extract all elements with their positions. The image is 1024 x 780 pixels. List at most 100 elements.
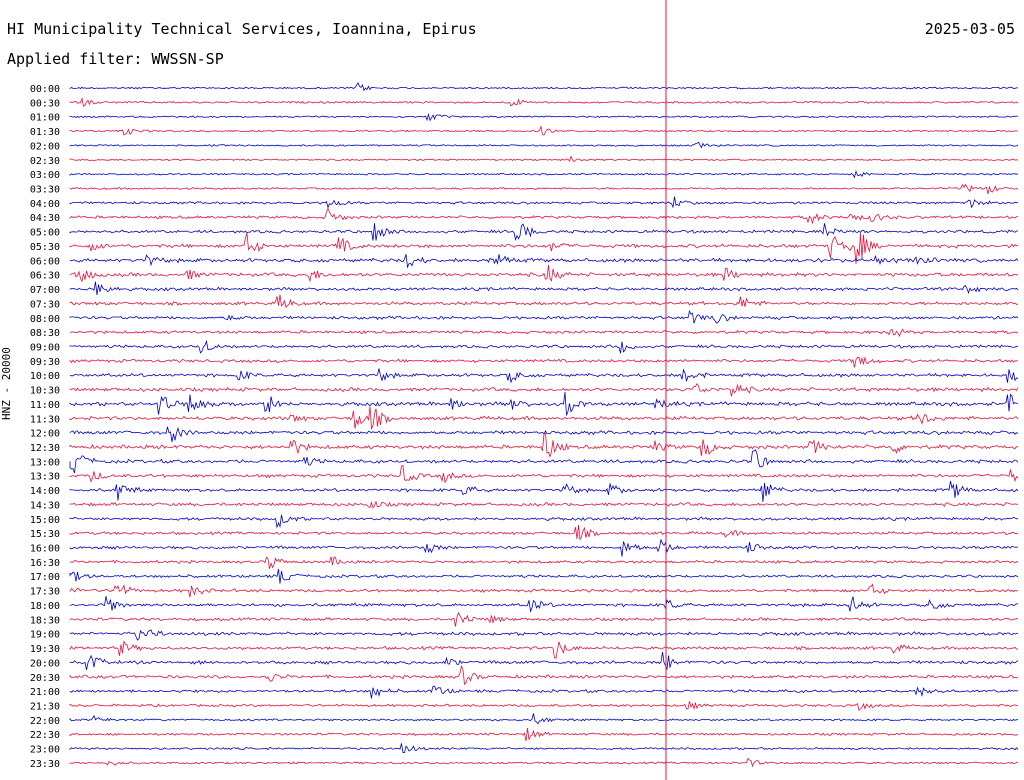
time-label: 15:30: [30, 529, 60, 540]
seismic-trace: [69, 514, 1019, 529]
seismic-trace: [69, 685, 1019, 699]
seismic-trace: [69, 713, 1019, 725]
time-label: 01:00: [30, 113, 60, 124]
seismic-trace: [69, 356, 1019, 368]
seismic-trace: [69, 449, 1019, 474]
time-label: 00:00: [30, 84, 60, 95]
seismic-trace: [69, 392, 1019, 416]
time-label: 12:00: [30, 429, 60, 440]
time-label: 03:00: [30, 170, 60, 181]
seismic-trace: [69, 569, 1019, 584]
seismic-trace: [69, 223, 1019, 242]
seismic-trace: [69, 124, 1019, 136]
seismic-trace: [69, 339, 1018, 354]
time-label: 04:30: [30, 213, 60, 224]
time-label: 18:00: [30, 601, 60, 612]
seismic-trace: [69, 426, 1019, 443]
seismic-trace: [69, 141, 1019, 149]
time-label: 20:30: [30, 673, 60, 684]
time-label: 07:30: [30, 299, 60, 310]
seismic-trace: [69, 328, 1019, 337]
seismic-trace: [69, 264, 1019, 283]
seismic-trace: [69, 207, 1019, 225]
seismic-trace: [69, 232, 1019, 264]
time-label: 12:30: [30, 443, 60, 454]
seismic-trace: [69, 629, 1019, 641]
time-label: 06:00: [30, 256, 60, 267]
time-label: 17:00: [30, 572, 60, 583]
time-label: 20:00: [30, 658, 60, 669]
time-label: 21:30: [30, 701, 60, 712]
time-label: 10:00: [30, 371, 60, 382]
time-label: 13:30: [30, 472, 60, 483]
time-label: 21:00: [30, 687, 60, 698]
time-label: 23:30: [30, 759, 60, 770]
time-label: 10:30: [30, 386, 60, 397]
time-label: 19:30: [30, 644, 60, 655]
time-label: 09:00: [30, 342, 60, 353]
seismic-trace: [69, 112, 1019, 122]
seismic-trace: [69, 651, 1019, 671]
station-title: HI Municipality Technical Services, Ioan…: [7, 20, 477, 38]
time-label: 06:30: [30, 271, 60, 282]
seismic-trace: [69, 757, 1019, 768]
time-label: 07:00: [30, 285, 60, 296]
time-label: 15:00: [30, 515, 60, 526]
time-label: 14:30: [30, 500, 60, 511]
time-label: 04:00: [30, 199, 60, 210]
seismic-trace: [69, 294, 1019, 309]
seismic-trace: [69, 556, 1019, 569]
seismic-trace: [69, 596, 1019, 613]
seismic-trace: [69, 727, 1019, 742]
date-label: 2025-03-05: [924, 20, 1015, 38]
seismic-trace: [69, 368, 1019, 384]
time-label: 02:30: [30, 156, 60, 167]
seismic-trace: [69, 432, 1019, 458]
time-label: 09:30: [30, 357, 60, 368]
time-label: 14:00: [30, 486, 60, 497]
seismic-trace: [69, 183, 1019, 195]
seismic-trace: [69, 664, 1019, 686]
time-label: 18:30: [30, 615, 60, 626]
time-label: 13:00: [30, 457, 60, 468]
time-label: 16:00: [30, 544, 60, 555]
time-label: 11:00: [30, 400, 60, 411]
time-label: 19:00: [30, 630, 60, 641]
seismic-trace: [69, 155, 1019, 163]
seismic-trace: [69, 701, 1018, 711]
time-label: 17:30: [30, 587, 60, 598]
time-label: 01:30: [30, 127, 60, 138]
time-label: 22:00: [30, 716, 60, 727]
seismic-trace: [69, 382, 1019, 397]
time-label: 23:00: [30, 745, 60, 756]
seismic-trace: [69, 480, 1019, 502]
time-label: 11:30: [30, 414, 60, 425]
seismic-trace: [69, 406, 1019, 431]
seismic-trace: [69, 500, 1019, 509]
time-label: 16:30: [30, 558, 60, 569]
seismic-trace: [69, 611, 1019, 627]
time-label: 03:30: [30, 185, 60, 196]
seismic-trace: [69, 96, 1019, 107]
time-label: 05:30: [30, 242, 60, 253]
seismic-trace: [69, 538, 1019, 557]
time-label: 02:00: [30, 141, 60, 152]
seismic-trace: [69, 583, 1019, 598]
seismic-trace: [69, 640, 1019, 659]
seismic-trace: [69, 281, 1019, 296]
time-label: 08:30: [30, 328, 60, 339]
time-label: 05:00: [30, 228, 60, 239]
time-label: 00:30: [30, 98, 60, 109]
seismic-trace: [69, 743, 1019, 754]
seismic-trace: [69, 525, 1019, 541]
seismic-trace: [69, 309, 1019, 324]
filter-label: Applied filter: WWSSN-SP: [7, 50, 224, 68]
seismic-trace: [69, 464, 1019, 484]
seismic-trace: [69, 254, 1019, 269]
seismic-trace: [69, 196, 1019, 209]
seismic-trace: [69, 82, 1018, 92]
time-label: 08:00: [30, 314, 60, 325]
seismic-trace: [69, 169, 1019, 179]
time-label: 22:30: [30, 730, 60, 741]
